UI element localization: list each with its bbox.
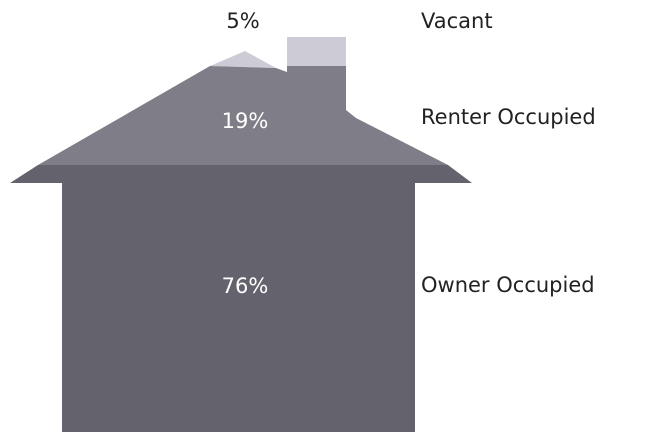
house-layer	[38, 66, 448, 165]
category-label: Renter Occupied	[421, 105, 596, 129]
category-label: Vacant	[421, 9, 493, 33]
house-layer	[287, 37, 346, 66]
value-label: 5%	[226, 9, 259, 33]
value-label: 76%	[222, 274, 269, 298]
category-label: Owner Occupied	[421, 273, 595, 297]
value-label: 19%	[222, 109, 269, 133]
house-layer	[210, 51, 276, 68]
house-layer	[10, 165, 472, 432]
